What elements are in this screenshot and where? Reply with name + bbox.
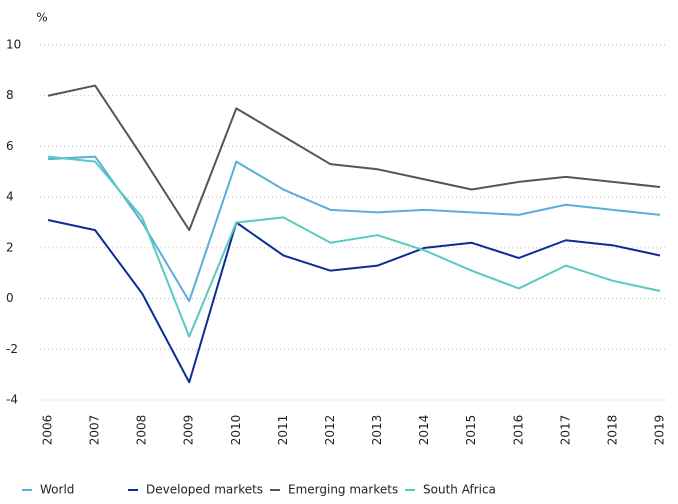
x-tick-label: 2010: [229, 415, 243, 446]
line-series: [47, 218, 661, 384]
y-tick-label: 6: [6, 139, 14, 153]
x-tick-label: 2012: [323, 415, 337, 446]
x-tick-label: 2018: [605, 415, 619, 446]
x-tick-label: 2011: [276, 415, 290, 446]
legend-label: World: [40, 483, 74, 497]
x-tick-label: 2016: [511, 415, 525, 446]
y-tick-label: -2: [6, 342, 18, 356]
x-tick-label: 2007: [88, 415, 102, 446]
x-tick-label: 2008: [135, 415, 149, 446]
legend-label: Emerging markets: [288, 483, 398, 497]
y-tick-label: 2: [6, 240, 14, 254]
line-series: [47, 155, 661, 303]
x-tick-label: 2017: [558, 415, 572, 446]
x-tick-label: 2019: [653, 415, 667, 446]
x-tick-label: 2013: [370, 415, 384, 446]
x-tick-label: 2009: [182, 415, 196, 446]
x-tick-label: 2015: [464, 415, 478, 446]
line-series: [47, 155, 661, 338]
y-tick-label: 8: [6, 88, 14, 102]
legend-label: Developed markets: [146, 483, 263, 497]
legend-label: South Africa: [423, 483, 496, 497]
line-series: [47, 84, 661, 232]
y-tick-label: 0: [6, 291, 14, 305]
x-tick-label: 2014: [417, 415, 431, 446]
y-tick-label: 4: [6, 190, 14, 204]
y-tick-label: 10: [6, 38, 21, 52]
y-axis-label: %: [36, 11, 47, 25]
y-tick-label: -4: [6, 393, 18, 407]
x-tick-label: 2006: [41, 415, 55, 446]
